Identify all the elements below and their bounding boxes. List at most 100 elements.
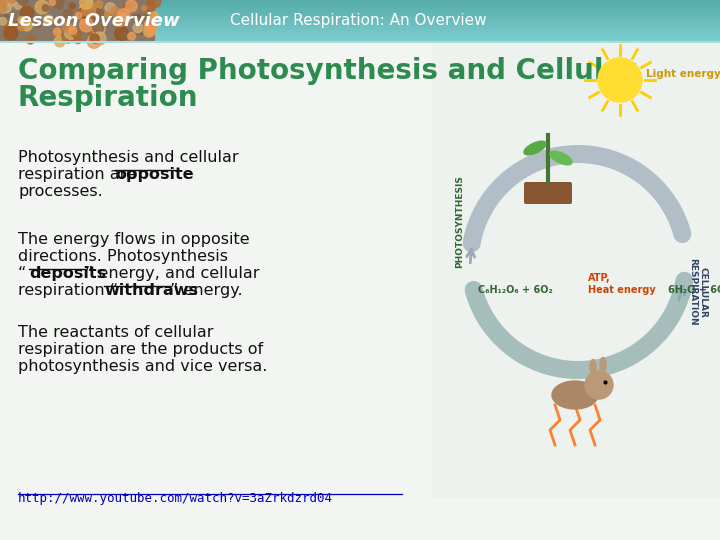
- Circle shape: [3, 14, 9, 21]
- Ellipse shape: [600, 357, 606, 373]
- Circle shape: [18, 0, 28, 5]
- Text: Photosynthesis and cellular: Photosynthesis and cellular: [18, 150, 238, 165]
- Bar: [0, 13, 720, 14]
- Bar: [0, 36, 720, 37]
- Bar: [0, 11, 720, 12]
- Circle shape: [143, 26, 155, 37]
- Bar: [0, 25, 720, 26]
- Circle shape: [57, 3, 63, 9]
- Bar: [0, 30, 720, 31]
- Bar: [0, 32, 720, 33]
- Circle shape: [18, 17, 25, 24]
- Bar: [0, 6, 720, 7]
- Text: respiration “: respiration “: [18, 283, 118, 298]
- Text: respiration are: respiration are: [18, 167, 141, 182]
- Circle shape: [20, 6, 34, 19]
- Bar: [0, 37, 720, 38]
- Bar: [0, 40, 720, 41]
- Bar: [0, 9, 720, 10]
- Circle shape: [15, 22, 19, 26]
- Text: respiration are the products of: respiration are the products of: [18, 342, 263, 357]
- Circle shape: [3, 0, 12, 5]
- Circle shape: [14, 2, 22, 9]
- Circle shape: [111, 7, 120, 16]
- Bar: [0, 7, 720, 8]
- Text: “: “: [18, 266, 27, 281]
- Circle shape: [62, 31, 74, 43]
- Bar: [0, 14, 720, 15]
- Bar: [0, 23, 720, 24]
- Text: 6H₂O + 6CO₂: 6H₂O + 6CO₂: [668, 285, 720, 295]
- Ellipse shape: [590, 360, 596, 375]
- Text: processes.: processes.: [18, 184, 103, 199]
- Circle shape: [63, 26, 71, 34]
- Circle shape: [81, 3, 96, 17]
- Text: C₆H₁₂O₆ + 6O₂: C₆H₁₂O₆ + 6O₂: [478, 285, 553, 295]
- Circle shape: [118, 9, 130, 21]
- Bar: [0, 29, 720, 30]
- Circle shape: [63, 23, 72, 32]
- Circle shape: [80, 18, 94, 32]
- Bar: [0, 22, 720, 23]
- Circle shape: [72, 29, 81, 38]
- Circle shape: [22, 21, 32, 31]
- Circle shape: [87, 35, 101, 48]
- Bar: [0, 1, 720, 2]
- Text: Comparing Photosynthesis and Cellular: Comparing Photosynthesis and Cellular: [18, 57, 636, 85]
- Ellipse shape: [552, 381, 598, 409]
- Bar: [0, 20, 720, 21]
- Circle shape: [142, 5, 147, 11]
- Bar: [0, 18, 720, 19]
- Bar: [0, 0, 720, 1]
- FancyBboxPatch shape: [524, 182, 572, 204]
- Circle shape: [80, 4, 87, 12]
- Text: deposits: deposits: [29, 266, 106, 281]
- Bar: [0, 19, 720, 20]
- Circle shape: [136, 15, 141, 19]
- Circle shape: [70, 3, 75, 9]
- Circle shape: [114, 26, 129, 40]
- Circle shape: [133, 23, 143, 33]
- Circle shape: [9, 0, 14, 4]
- Circle shape: [0, 2, 6, 14]
- FancyBboxPatch shape: [432, 42, 720, 498]
- Circle shape: [146, 2, 156, 11]
- Text: Lesson Overview: Lesson Overview: [8, 12, 179, 30]
- Text: withdraws: withdraws: [104, 283, 198, 298]
- Circle shape: [90, 34, 99, 43]
- Circle shape: [0, 0, 12, 14]
- Circle shape: [127, 32, 135, 40]
- Bar: [0, 28, 720, 29]
- Text: Cellular Respiration: An Overview: Cellular Respiration: An Overview: [230, 14, 487, 29]
- Circle shape: [114, 16, 125, 27]
- Text: photosynthesis and vice versa.: photosynthesis and vice versa.: [18, 359, 267, 374]
- Circle shape: [4, 26, 18, 40]
- Circle shape: [76, 12, 82, 18]
- Bar: [0, 16, 720, 17]
- Text: Respiration: Respiration: [18, 84, 199, 112]
- Circle shape: [78, 8, 89, 18]
- Ellipse shape: [524, 141, 546, 155]
- Bar: [0, 31, 720, 32]
- Bar: [0, 27, 720, 28]
- Circle shape: [43, 15, 53, 25]
- Bar: [0, 17, 720, 18]
- Circle shape: [149, 11, 158, 21]
- FancyBboxPatch shape: [0, 0, 155, 42]
- Circle shape: [150, 29, 156, 34]
- Text: CELLULAR
RESPIRATION: CELLULAR RESPIRATION: [688, 258, 708, 326]
- Ellipse shape: [550, 151, 572, 165]
- Circle shape: [18, 25, 24, 31]
- Bar: [0, 3, 720, 4]
- Circle shape: [0, 17, 6, 25]
- Circle shape: [85, 0, 92, 4]
- Circle shape: [146, 25, 156, 35]
- Circle shape: [585, 371, 613, 399]
- Text: opposite: opposite: [115, 167, 194, 182]
- Bar: [0, 35, 720, 36]
- Bar: [0, 10, 720, 11]
- Text: http://www.youtube.com/watch?v=3aZrkdzrd04: http://www.youtube.com/watch?v=3aZrkdzrd…: [18, 492, 333, 505]
- Circle shape: [132, 15, 136, 19]
- Circle shape: [119, 13, 126, 21]
- Circle shape: [49, 0, 55, 5]
